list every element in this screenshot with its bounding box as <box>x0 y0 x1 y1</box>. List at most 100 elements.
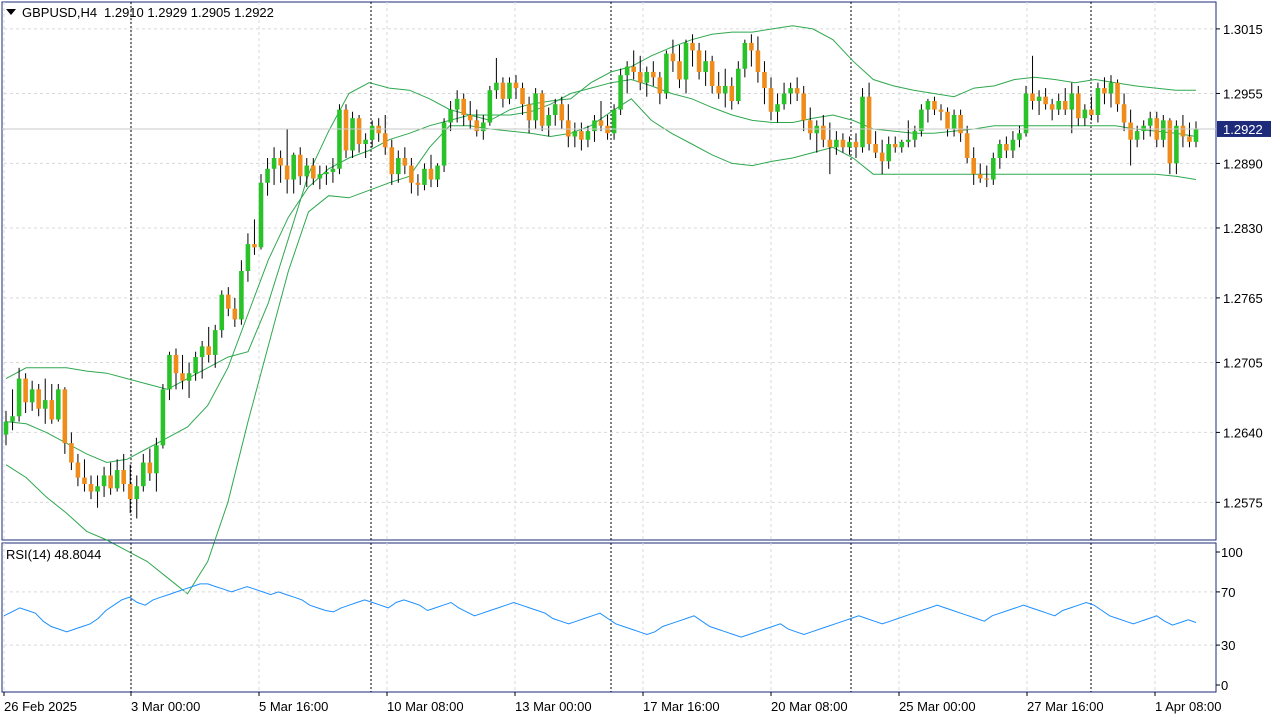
candle <box>1036 90 1042 115</box>
candle-body <box>932 100 937 110</box>
candle-body <box>644 71 650 83</box>
candle-body <box>631 66 636 72</box>
candle <box>114 459 120 492</box>
candle <box>1128 109 1133 166</box>
candle-body <box>860 96 865 148</box>
candle-body <box>402 158 408 166</box>
rsi-pane[interactable] <box>1 542 1217 693</box>
candle <box>1030 55 1035 110</box>
candle <box>154 437 159 492</box>
candle <box>311 158 316 185</box>
candle-body <box>886 144 891 162</box>
price-pane[interactable] <box>1 1 1217 541</box>
candle <box>382 114 388 155</box>
rsi-axis[interactable]: 100 70 30 0 <box>1216 545 1243 693</box>
candle-body <box>193 357 198 374</box>
bb-lower-band <box>5 98 1197 595</box>
candle <box>807 107 813 140</box>
candle <box>664 50 669 99</box>
candle-body <box>88 484 94 492</box>
candle <box>1082 104 1088 126</box>
bb-upper-band <box>5 25 1196 390</box>
candle <box>212 324 218 368</box>
candle-body <box>212 330 218 355</box>
candle-body <box>1062 100 1068 110</box>
candle <box>742 39 748 78</box>
candle-body <box>579 131 584 140</box>
candle-body <box>232 308 238 320</box>
candle <box>415 174 421 196</box>
candle-body <box>1010 139 1016 151</box>
price-axis[interactable]: 1.3015 1.2955 1.2890 1.2830 1.2765 1.2705 1.26… <box>1216 22 1263 510</box>
candle <box>245 233 251 282</box>
rsi-tick-label: 70 <box>1221 585 1235 600</box>
candle <box>631 50 636 80</box>
candle-body <box>199 346 205 358</box>
time-axis[interactable]: 26 Feb 2025 3 Mar 00:00 5 Mar 16:00 10 Mar … <box>3 692 1222 714</box>
rsi-tick-label: 0 <box>1221 678 1228 693</box>
candle <box>16 367 22 422</box>
candle <box>1095 82 1101 123</box>
candle-body <box>624 66 630 76</box>
candle-body <box>749 42 754 51</box>
candle-body <box>703 61 708 72</box>
candle <box>618 68 623 115</box>
candle-body <box>265 168 270 183</box>
candle-body <box>95 486 100 492</box>
candle <box>23 373 28 414</box>
candle <box>507 77 512 105</box>
candle-body <box>29 389 35 403</box>
candle <box>938 104 944 121</box>
candle-body <box>311 165 316 179</box>
time-tick-label: 13 Mar 00:00 <box>515 699 592 714</box>
collapse-triangle-icon[interactable] <box>6 9 16 15</box>
candle <box>88 475 94 500</box>
candle-body <box>376 125 381 134</box>
candle-body <box>23 378 28 403</box>
candle <box>677 45 682 89</box>
candle-body <box>814 125 820 134</box>
candle <box>1147 111 1153 137</box>
candle <box>781 82 787 110</box>
candle <box>598 100 604 132</box>
candle-body <box>134 486 140 500</box>
candle-body <box>670 53 676 62</box>
candle-body <box>1161 120 1166 140</box>
candle <box>513 75 519 99</box>
candle <box>991 152 996 185</box>
candle-body <box>997 144 1003 159</box>
candle-body <box>1049 104 1055 110</box>
candle-body <box>736 68 741 101</box>
candle <box>1076 85 1081 126</box>
candle <box>252 219 257 255</box>
candle-body <box>840 139 846 148</box>
candle <box>1056 93 1061 115</box>
candle-body <box>755 50 761 72</box>
candle-body <box>141 462 146 487</box>
candle-body <box>127 484 133 500</box>
candle <box>363 133 368 159</box>
time-tick-label: 25 Mar 00:00 <box>899 699 976 714</box>
candle-body <box>1082 109 1088 119</box>
candle <box>945 107 950 137</box>
candle-body <box>147 462 153 474</box>
candle <box>579 122 584 151</box>
candle <box>271 147 277 185</box>
candle <box>827 122 833 175</box>
candle <box>42 378 48 424</box>
candle <box>428 154 434 188</box>
candle <box>422 163 427 191</box>
candle-body <box>324 172 329 175</box>
candle-body <box>546 114 551 126</box>
candle-body <box>154 445 159 474</box>
candle <box>1161 114 1166 148</box>
candle-body <box>62 389 68 444</box>
candle <box>566 104 571 148</box>
candle-body <box>239 271 244 320</box>
candle <box>879 139 885 175</box>
candle-body <box>42 400 48 409</box>
candle <box>736 61 741 105</box>
candle <box>886 136 891 169</box>
candle <box>389 139 395 185</box>
